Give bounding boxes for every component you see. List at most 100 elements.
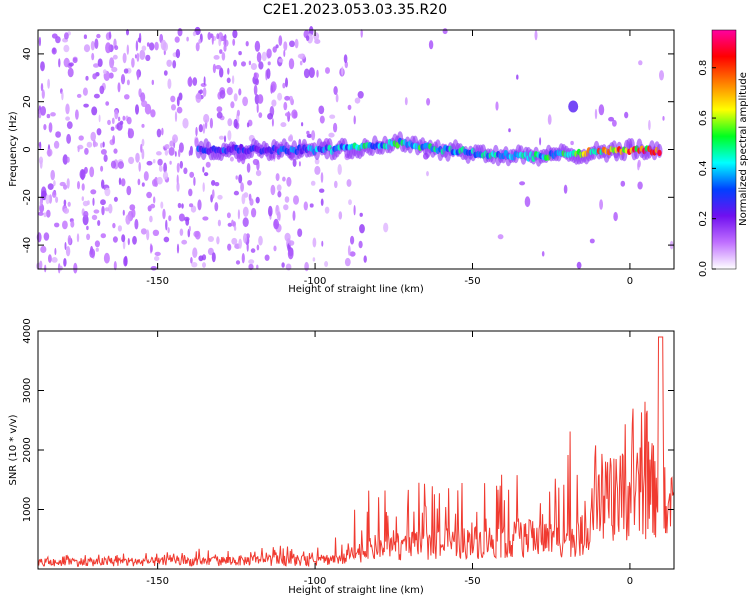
heatmap-noise-blob xyxy=(338,211,343,220)
heatmap-noise-blob xyxy=(154,41,159,51)
heatmap-noise-blob xyxy=(278,35,283,46)
heatmap-ridge-point xyxy=(657,149,662,157)
heatmap-noise-blob xyxy=(253,84,258,96)
heatmap-noise-blob xyxy=(547,114,552,125)
heatmap-noise-blob xyxy=(383,222,389,233)
heatmap-noise-blob xyxy=(245,41,249,47)
heatmap-noise-blob xyxy=(313,32,320,41)
heatmap-noise-blob xyxy=(534,30,538,41)
heatmap-noise-blob xyxy=(164,144,170,150)
heatmap-noise-blob xyxy=(59,265,63,271)
heatmap-noise-blob xyxy=(255,170,262,177)
heatmap-noise-blob xyxy=(347,245,351,256)
heatmap-noise-blob xyxy=(50,169,55,181)
heatmap-noise-blob xyxy=(122,209,125,216)
heatmap-noise-blob xyxy=(47,183,54,191)
heatmap-noise-blob xyxy=(91,106,98,116)
heatmap-noise-blob xyxy=(273,220,278,228)
heatmap-noise-blob xyxy=(189,171,195,178)
heatmap-noise-blob xyxy=(192,77,198,86)
heatmap-noise-blob xyxy=(219,49,223,54)
heatmap-noise-blob xyxy=(63,207,70,214)
heatmap-y-tick-label: -40 xyxy=(22,237,33,253)
heatmap-noise-blob xyxy=(193,176,196,186)
heatmap-marks xyxy=(36,26,674,274)
heatmap-noise-blob xyxy=(235,175,238,180)
heatmap-noise-blob xyxy=(141,45,147,52)
heatmap-noise-blob xyxy=(324,261,329,267)
heatmap-noise-blob xyxy=(39,141,42,150)
heatmap-noise-blob xyxy=(495,101,499,111)
heatmap-noise-blob xyxy=(118,177,122,186)
heatmap-noise-blob xyxy=(102,69,107,75)
heatmap-noise-blob xyxy=(277,92,283,101)
heatmap-noise-blob xyxy=(75,109,79,120)
heatmap-noise-blob xyxy=(241,193,246,205)
heatmap-noise-blob xyxy=(100,142,103,149)
heatmap-noise-blob xyxy=(227,67,230,75)
heatmap-noise-blob xyxy=(110,160,117,169)
heatmap-noise-blob xyxy=(149,243,153,254)
heatmap-noise-blob xyxy=(37,211,44,216)
heatmap-noise-blob xyxy=(214,182,220,187)
heatmap-noise-blob xyxy=(105,42,112,54)
heatmap-noise-blob xyxy=(276,184,282,192)
heatmap-noise-blob xyxy=(126,79,130,86)
heatmap-noise-blob xyxy=(43,212,47,218)
heatmap-noise-blob xyxy=(156,128,162,138)
heatmap-noise-blob xyxy=(233,225,237,231)
heatmap-noise-blob xyxy=(354,97,361,104)
heatmap-noise-blob xyxy=(238,88,242,96)
heatmap-noise-blob xyxy=(38,36,42,47)
heatmap-noise-blob xyxy=(284,95,290,101)
heatmap-noise-blob xyxy=(152,229,160,236)
heatmap-noise-blob xyxy=(144,103,152,115)
heatmap-noise-blob xyxy=(62,154,68,165)
heatmap-noise-blob xyxy=(267,113,274,120)
heatmap-noise-blob xyxy=(227,243,232,251)
colorbar-tick-label: 0.6 xyxy=(698,110,709,126)
heatmap-noise-blob xyxy=(43,232,50,241)
heatmap-noise-blob xyxy=(256,264,259,270)
heatmap-noise-blob xyxy=(233,118,238,129)
heatmap-noise-blob xyxy=(242,217,249,228)
heatmap-y-tick-label: 40 xyxy=(22,48,33,61)
heatmap-noise-blob xyxy=(309,203,314,208)
heatmap-noise-blob xyxy=(141,182,145,187)
heatmap-noise-blob xyxy=(198,38,202,44)
heatmap-noise-blob xyxy=(346,179,352,187)
heatmap-noise-blob xyxy=(612,119,617,127)
heatmap-noise-blob xyxy=(363,255,367,263)
heatmap-noise-blob xyxy=(576,261,582,269)
heatmap-noise-blob xyxy=(248,263,254,271)
heatmap-noise-blob xyxy=(128,156,135,165)
heatmap-noise-blob xyxy=(283,49,286,58)
heatmap-noise-blob xyxy=(297,53,304,59)
heatmap-noise-blob xyxy=(257,94,264,104)
heatmap-noise-blob xyxy=(275,204,279,212)
heatmap-noise-blob xyxy=(167,227,170,234)
heatmap-noise-blob xyxy=(207,247,214,256)
heatmap-noise-blob xyxy=(350,235,355,245)
heatmap-noise-blob xyxy=(174,151,177,157)
heatmap-noise-blob xyxy=(79,169,86,180)
heatmap-noise-blob xyxy=(113,196,118,202)
heatmap-noise-blob xyxy=(162,208,166,220)
heatmap-noise-blob xyxy=(190,257,193,264)
heatmap-noise-blob xyxy=(136,70,140,81)
heatmap-noise-blob xyxy=(50,112,56,117)
heatmap-noise-blob xyxy=(127,238,130,246)
heatmap-noise-blob xyxy=(637,159,641,168)
heatmap-noise-blob xyxy=(284,112,291,117)
heatmap-noise-blob xyxy=(83,103,89,108)
heatmap-noise-blob xyxy=(43,124,47,131)
heatmap-noise-blob xyxy=(255,196,260,204)
heatmap-noise-blob xyxy=(166,59,172,67)
heatmap-noise-blob xyxy=(48,122,53,133)
heatmap-noise-blob xyxy=(112,222,116,229)
heatmap-noise-blob xyxy=(233,93,238,102)
heatmap-noise-blob xyxy=(233,190,239,196)
heatmap-x-tick-label: -150 xyxy=(146,276,169,287)
snr-y-tick-label: 1000 xyxy=(22,497,33,522)
heatmap-noise-blob xyxy=(216,106,223,113)
